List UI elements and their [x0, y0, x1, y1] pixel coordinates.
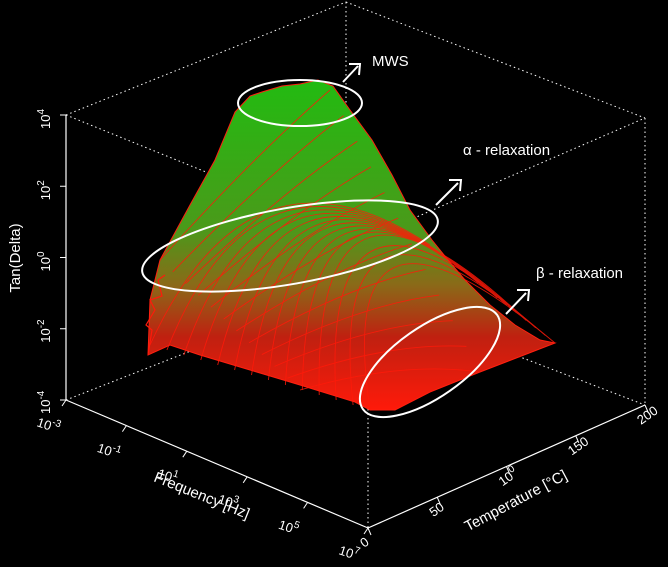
z-axis-label: Tan(Delta)	[7, 223, 24, 292]
mesh-line	[223, 217, 399, 320]
annotation-beta-relaxation: β - relaxation	[536, 265, 623, 282]
mesh-line	[274, 320, 453, 367]
y-axis-label: Temperature [°C]	[462, 467, 570, 535]
mesh-line	[301, 231, 517, 391]
alpha-ellipse	[141, 199, 439, 293]
x-tick-mark	[121, 425, 127, 432]
y-tick-mark	[644, 404, 649, 413]
mws-ellipse	[237, 79, 363, 127]
mesh-line	[166, 206, 440, 351]
x-tick-label: 10-1	[95, 438, 123, 462]
y-tick-mark	[506, 466, 510, 474]
x-tick-mark	[303, 502, 309, 509]
surface-fill	[147, 79, 557, 411]
z-tick-label: 104	[36, 109, 53, 129]
z-tick-label: 100	[36, 251, 53, 271]
annotation-mws: MWS	[372, 53, 409, 70]
mesh-line	[248, 269, 426, 344]
z-tick-label: 10-4	[36, 390, 53, 414]
x-axis-line	[65, 399, 369, 529]
mesh-line	[287, 345, 467, 379]
beta-ellipse	[358, 305, 502, 419]
annotations	[141, 63, 531, 419]
y-tick-label: 100	[494, 463, 521, 489]
y-tick-mark	[367, 527, 372, 536]
alpha-arrow-line	[435, 182, 459, 206]
mesh-line	[197, 166, 372, 296]
x-tick-mark	[363, 527, 369, 535]
x-tick-label: 103	[216, 489, 241, 511]
y-tick-label: 150	[565, 433, 591, 458]
mws-arrow-head	[349, 63, 362, 76]
beta-arrow-head	[517, 289, 531, 302]
alpha-arrow-head	[449, 179, 463, 192]
mws-arrow-line	[342, 65, 359, 83]
x-tick-label: 105	[277, 515, 302, 537]
mesh-line	[172, 115, 344, 273]
y-tick-mark	[575, 435, 580, 443]
mesh-line	[334, 245, 537, 401]
x-tick-mark	[61, 399, 67, 407]
x-axis-ticks: 10-3 10-1 101 103 105 107	[35, 399, 369, 563]
surface-left-edge	[145, 274, 166, 356]
x-tick-label: 10-3	[35, 413, 63, 437]
mesh-line	[210, 192, 385, 308]
box-edge-top-back-left	[65, 1, 347, 116]
mesh-line	[299, 368, 481, 391]
mesh-line	[268, 225, 498, 381]
mesh-line	[200, 212, 460, 361]
mesh-line	[159, 89, 331, 261]
box-edge-floor-back-right	[345, 289, 646, 406]
z-axis-ticks: 10-4 10-2 100 102 104	[36, 109, 66, 414]
x-tick-label: 107	[337, 541, 362, 563]
z-tick-label: 102	[36, 180, 53, 200]
annotation-labels: MWS α - relaxation β - relaxation	[372, 53, 623, 282]
beta-arrow-line	[505, 292, 527, 315]
x-tick-mark	[182, 450, 188, 458]
mesh-line	[183, 209, 450, 356]
x-tick-mark	[242, 476, 248, 484]
mesh-line	[185, 140, 358, 284]
surface-mesh	[149, 89, 556, 411]
z-tick-label: 10-2	[36, 319, 53, 343]
mesh-line	[261, 294, 440, 355]
y-tick-label: 200	[634, 403, 660, 428]
x-tick-label: 101	[156, 464, 181, 486]
annotation-alpha-relaxation: α - relaxation	[463, 142, 550, 159]
surface	[145, 79, 557, 411]
mesh-line	[349, 254, 546, 406]
box-edge-floor-back-left	[65, 289, 347, 401]
mesh-line	[284, 228, 508, 386]
y-tick-label: 50	[426, 499, 446, 520]
y-tick-mark	[436, 497, 441, 505]
mesh-line	[364, 263, 556, 411]
mesh-line	[318, 234, 527, 396]
